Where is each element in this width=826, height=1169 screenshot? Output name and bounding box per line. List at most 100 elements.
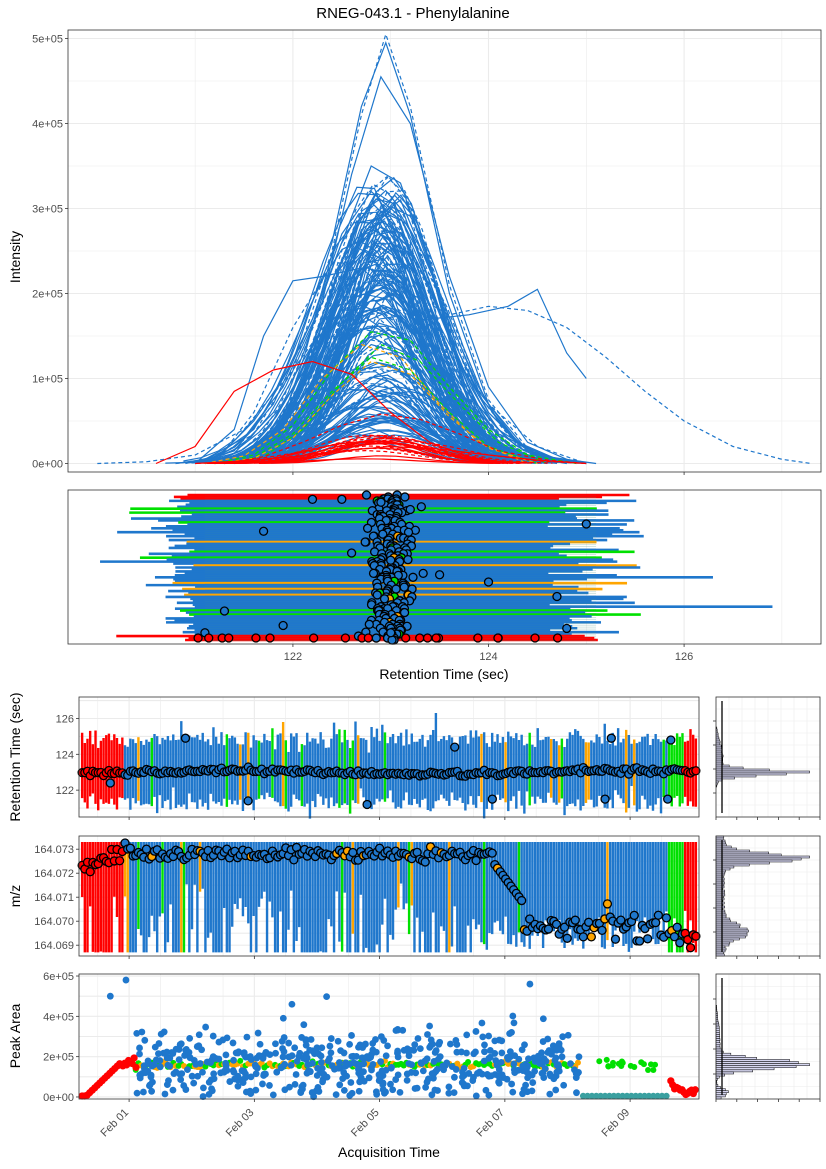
area-point — [199, 1093, 207, 1100]
histogram-bar — [715, 911, 726, 915]
area-point — [529, 1079, 537, 1086]
rt-point — [691, 766, 701, 776]
x-tick-label: 122 — [284, 651, 302, 663]
area-point — [151, 1043, 159, 1051]
mz-point — [487, 848, 497, 858]
chromatogram-line — [218, 327, 518, 464]
mz-point — [672, 922, 682, 932]
area-point — [349, 1052, 357, 1060]
rt-vs-time-border — [78, 696, 700, 818]
area-point — [356, 1078, 364, 1086]
area-point-teal — [601, 1092, 609, 1100]
area-point — [136, 1071, 144, 1079]
area-point — [422, 1083, 430, 1091]
mz-point — [597, 925, 607, 935]
histogram-bar — [715, 915, 727, 919]
histogram-bar — [715, 873, 725, 877]
area-point — [230, 1056, 237, 1064]
mz-point — [141, 844, 152, 854]
area-point — [192, 1060, 200, 1068]
histogram-bar — [715, 897, 725, 901]
histogram-bar — [715, 1052, 732, 1056]
area-point — [434, 1055, 442, 1063]
histogram-bar — [715, 855, 810, 859]
area-point — [509, 1012, 517, 1020]
y-tick-label: 5e+05 — [32, 34, 63, 46]
histogram-bar — [715, 1048, 723, 1052]
area-point — [526, 980, 534, 988]
area-point — [552, 1086, 560, 1094]
area-point-band — [454, 1060, 461, 1067]
rt-point — [362, 523, 373, 533]
area-point-teal — [663, 1092, 670, 1100]
area-points — [78, 976, 699, 1101]
area-point — [491, 1037, 499, 1045]
area-point-band — [574, 1059, 581, 1066]
area-vs-time-border — [78, 973, 700, 1100]
rt-point-outlier — [243, 796, 253, 806]
area-point — [278, 1037, 286, 1045]
area-point — [334, 1037, 342, 1045]
histogram-bar — [715, 1065, 797, 1068]
area-point — [319, 1078, 326, 1086]
rt-point-outlier — [487, 794, 497, 804]
y-tick-label: 164.070 — [34, 916, 74, 928]
area-point — [463, 1031, 471, 1039]
area-point — [169, 1050, 177, 1057]
area-point — [394, 1049, 401, 1057]
area-point — [564, 1031, 572, 1039]
area-point — [534, 1052, 542, 1060]
area-point — [200, 1084, 207, 1092]
histogram-bar — [715, 881, 725, 885]
area-point — [262, 1070, 269, 1078]
histogram-bar — [715, 929, 749, 933]
histogram-bar — [715, 1027, 720, 1031]
chromatogram-series-line — [214, 331, 577, 465]
area-point — [247, 1073, 255, 1081]
histogram-bar — [715, 837, 724, 841]
area-point — [378, 1067, 386, 1075]
area-point-teal — [610, 1092, 618, 1100]
area-point — [545, 1047, 553, 1054]
area-point — [240, 1051, 248, 1059]
histogram-bars — [715, 978, 810, 1100]
chromatogram-line — [209, 235, 527, 463]
rt-point-red — [204, 633, 214, 643]
rt-point — [361, 490, 372, 500]
rt-point-red — [473, 633, 483, 643]
area-point — [528, 1087, 536, 1095]
area-point — [272, 1040, 279, 1048]
area-point — [162, 1050, 169, 1058]
area-point — [481, 1048, 488, 1056]
rt-vs-time-panel: 122 124 126 — [56, 696, 701, 820]
area-point — [407, 1069, 415, 1076]
rt-point-red — [422, 633, 433, 643]
chromatogram-line — [231, 376, 514, 464]
area-point — [414, 1035, 422, 1042]
rt-point — [434, 570, 445, 580]
chromatogram-line — [221, 226, 539, 462]
area-point — [419, 1067, 427, 1075]
histogram-bar — [715, 1088, 726, 1091]
rt-point-red — [193, 633, 203, 643]
area-point — [403, 1076, 411, 1084]
chromatogram-series-line — [204, 199, 567, 465]
area-point — [309, 1059, 316, 1067]
area-point — [299, 1054, 307, 1062]
area-point — [140, 1088, 147, 1096]
area-point — [272, 1049, 279, 1057]
area-point — [266, 1082, 273, 1089]
area-point — [430, 1074, 437, 1082]
area-point — [408, 1061, 416, 1069]
histogram-bar — [715, 863, 750, 867]
area-point — [346, 1092, 354, 1099]
rt-point — [483, 577, 494, 587]
histogram-bar — [715, 772, 787, 776]
histogram-bar — [715, 1075, 720, 1079]
histogram-bar — [715, 1063, 810, 1066]
rt-point-red — [401, 633, 411, 643]
histogram-bar — [715, 736, 720, 740]
histogram-bar — [715, 744, 722, 748]
rt-point-outlier — [606, 733, 616, 743]
x-tick-label: Feb 01 — [99, 1107, 132, 1140]
